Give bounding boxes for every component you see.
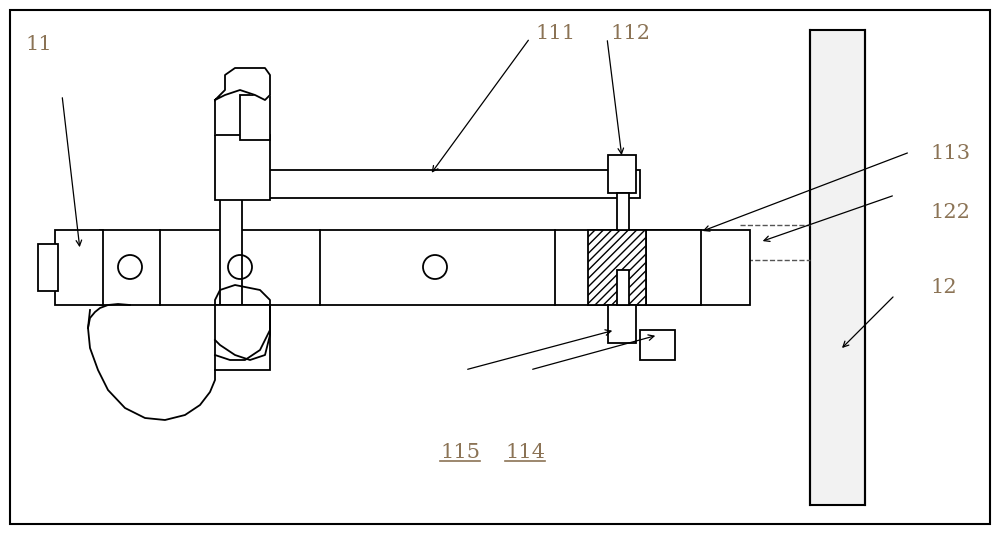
Bar — [215, 305, 270, 370]
Bar — [240, 95, 270, 140]
Bar — [640, 330, 675, 360]
Bar — [588, 230, 646, 305]
Bar — [100, 230, 750, 305]
Bar — [55, 230, 103, 305]
Text: 11: 11 — [25, 35, 52, 54]
Bar — [608, 155, 636, 193]
Bar — [608, 305, 636, 343]
Text: 115: 115 — [440, 443, 480, 462]
Text: 114: 114 — [505, 443, 545, 462]
Text: 122: 122 — [930, 203, 970, 222]
Polygon shape — [215, 68, 270, 135]
Bar — [810, 30, 865, 505]
Bar — [617, 193, 629, 230]
Bar — [646, 230, 701, 305]
Text: 113: 113 — [930, 144, 970, 163]
Bar — [38, 244, 58, 291]
Bar — [215, 135, 270, 200]
Text: 112: 112 — [610, 24, 650, 43]
Bar — [617, 270, 629, 305]
Bar — [230, 170, 640, 198]
Bar — [220, 160, 242, 305]
Text: 12: 12 — [930, 278, 957, 297]
Text: 111: 111 — [535, 24, 575, 43]
